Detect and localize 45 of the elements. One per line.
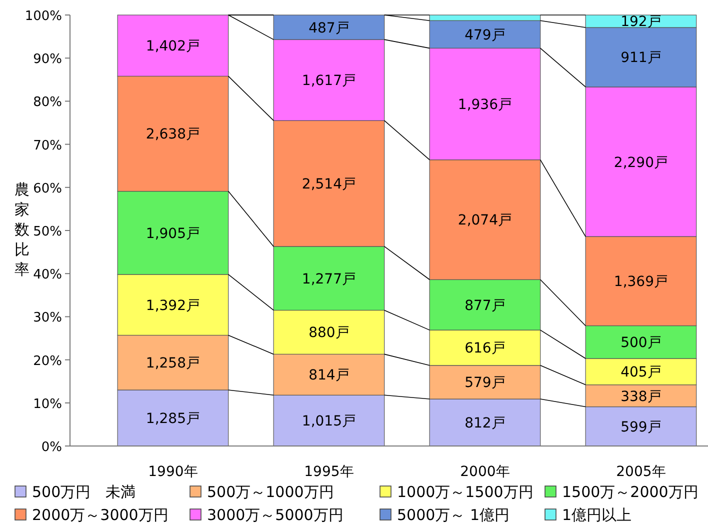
x-tick-label: 1990年 [148, 464, 198, 480]
y-tick-label: 10% [33, 396, 62, 412]
annotation: 2,290戸 [614, 154, 668, 171]
annotation: 479戸 [464, 27, 506, 44]
annotation: 1,015戸 [302, 414, 356, 430]
annotation: 1,285戸 [146, 410, 200, 427]
annotation: 1,905戸 [146, 226, 200, 242]
y-tick-label: 100% [24, 9, 62, 24]
annotation: 1,392戸 [146, 298, 200, 314]
annotation: 2,074戸 [458, 212, 512, 229]
annotation: 500戸 [620, 335, 662, 352]
annotation: 812戸 [464, 416, 506, 432]
y-tick-label: 30% [33, 310, 62, 326]
annotation: 1,277戸 [302, 271, 356, 288]
x-tick-label: 1995年 [304, 464, 354, 480]
y-tick-label: 90% [33, 52, 62, 68]
annotation: 487戸 [308, 20, 350, 36]
x-tick-label: 2000年 [460, 464, 510, 480]
y-tick-label: 20% [33, 354, 62, 369]
annotation: 616戸 [464, 340, 506, 357]
annotation: 911戸 [620, 50, 662, 66]
ylabel: 農家数比率 [14, 180, 30, 278]
annotation: 1,617戸 [302, 73, 356, 90]
y-tick-label: 40% [33, 268, 62, 283]
annotation: 814戸 [308, 368, 350, 384]
annotation: 2,514戸 [302, 176, 356, 193]
y-tick-label: 0% [41, 440, 62, 455]
annotation: 1,402戸 [146, 38, 200, 55]
annotation: 338戸 [620, 388, 662, 405]
annotation: 405戸 [620, 364, 662, 381]
legend-label: 1億円以上 [562, 506, 632, 524]
y-tick-label: 80% [33, 95, 62, 110]
annotation: 579戸 [464, 375, 506, 392]
annotation: 880戸 [308, 325, 350, 342]
y-tick-label: 60% [33, 181, 62, 196]
annotation: 599戸 [620, 419, 662, 436]
x-tick-label: 2005年 [616, 464, 666, 480]
annotation: 1,369戸 [614, 274, 668, 290]
y-tick-label: 50% [33, 224, 62, 240]
annotation: 1,936戸 [458, 97, 512, 113]
annotation: 1,258戸 [146, 356, 200, 372]
annotation: 192戸 [620, 14, 662, 30]
annotation: 877戸 [464, 298, 506, 314]
annotation: 2,638戸 [146, 126, 200, 143]
y-tick-label: 70% [33, 138, 62, 154]
